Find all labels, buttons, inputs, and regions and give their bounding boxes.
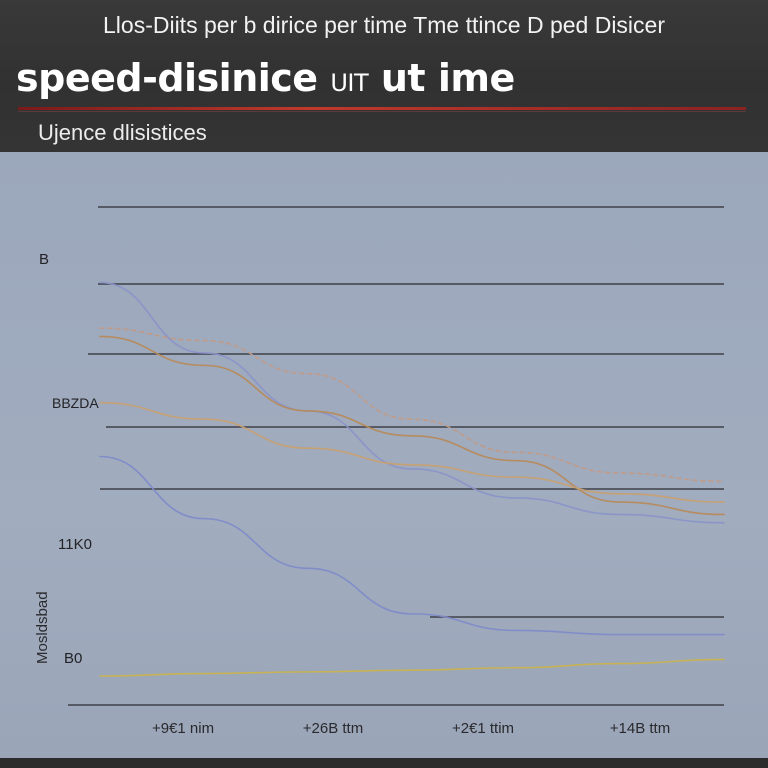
series-line-3 xyxy=(99,401,725,503)
series-line-1 xyxy=(99,327,725,483)
header-top-line: Llos-Diits per b dirice per time Tme tti… xyxy=(103,12,665,38)
y-tick-label-1: BBZDA xyxy=(52,395,99,411)
y-axis-side-label: Mosldsbad xyxy=(34,591,51,664)
series-line-0 xyxy=(99,281,725,524)
x-tick-layer: +9€1 nim +26B ttm +2€1 ttim +14B ttm xyxy=(152,720,670,737)
series-line-4 xyxy=(99,455,725,636)
series-layer xyxy=(99,281,725,677)
x-tick-label-3: +14B ttm xyxy=(610,720,670,737)
title-main: speed-disinice xyxy=(16,56,318,100)
x-tick-label-1: +26B ttm xyxy=(303,720,363,737)
chart-svg: B BBZDA 11K0 B0 +9€1 nim +26B ttm +2€1 ttim +1… xyxy=(34,206,725,737)
title-small: UIT xyxy=(330,69,369,97)
bottom-bar xyxy=(0,758,768,768)
y-tick-label-0: B xyxy=(39,251,49,268)
series-line-5 xyxy=(99,658,725,677)
x-tick-label-2: +2€1 ttim xyxy=(452,720,514,737)
y-tick-layer: B BBZDA 11K0 B0 xyxy=(39,251,99,667)
y-tick-label-3: B0 xyxy=(64,650,82,667)
title-accent-rule-shadow xyxy=(18,111,746,112)
chart-subtitle: Ujence dlisistices xyxy=(38,120,207,145)
title-accent-rule xyxy=(18,107,746,110)
plot-area: B BBZDA 11K0 B0 +9€1 nim +26B ttm +2€1 ttim +1… xyxy=(0,152,768,758)
y-tick-label-2: 11K0 xyxy=(58,536,92,553)
x-tick-label-0: +9€1 nim xyxy=(152,720,214,737)
series-line-2 xyxy=(99,335,725,516)
grid-layer xyxy=(68,206,724,706)
chart-header: Llos-Diits per b dirice per time Tme tti… xyxy=(0,0,768,152)
title-tail: ut ime xyxy=(380,56,515,100)
chart-title: speed-disinice UIT ut ime xyxy=(16,56,515,100)
